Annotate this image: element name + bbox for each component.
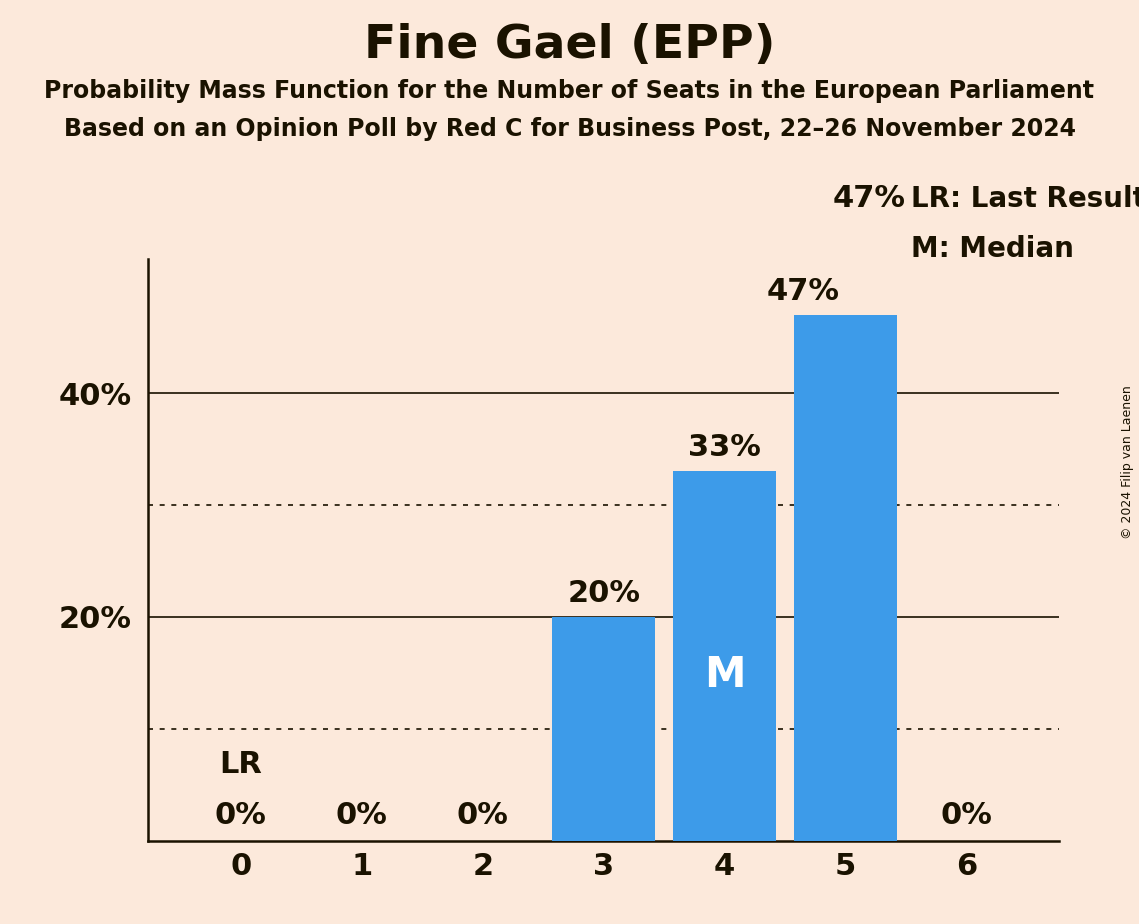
- Text: Fine Gael (EPP): Fine Gael (EPP): [363, 23, 776, 68]
- Text: LR: LR: [220, 750, 262, 779]
- Text: 47%: 47%: [767, 276, 839, 306]
- Text: M: Median: M: Median: [911, 236, 1074, 263]
- Text: 0%: 0%: [215, 800, 267, 830]
- Text: 0%: 0%: [941, 800, 992, 830]
- Text: 33%: 33%: [688, 433, 761, 462]
- Text: Probability Mass Function for the Number of Seats in the European Parliament: Probability Mass Function for the Number…: [44, 79, 1095, 103]
- Bar: [552, 617, 655, 841]
- Text: Based on an Opinion Poll by Red C for Business Post, 22–26 November 2024: Based on an Opinion Poll by Red C for Bu…: [64, 117, 1075, 141]
- Text: 47%: 47%: [833, 184, 906, 213]
- Text: M: M: [704, 653, 745, 696]
- Bar: [794, 315, 896, 841]
- Text: © 2024 Filip van Laenen: © 2024 Filip van Laenen: [1121, 385, 1134, 539]
- Text: LR: Last Result: LR: Last Result: [911, 185, 1139, 213]
- Text: 0%: 0%: [457, 800, 509, 830]
- Text: 20%: 20%: [567, 579, 640, 608]
- Text: 0%: 0%: [336, 800, 387, 830]
- Bar: [673, 471, 776, 841]
